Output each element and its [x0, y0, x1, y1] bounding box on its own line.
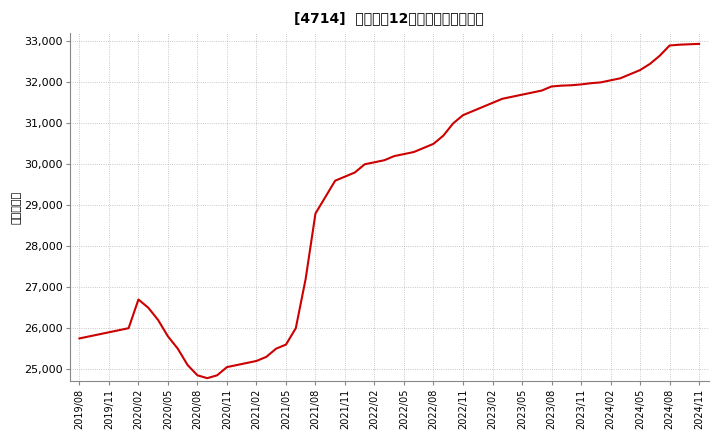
Y-axis label: （百万円）: （百万円） — [11, 191, 21, 224]
Title: [4714]  売上高の12か月移動合計の推移: [4714] 売上高の12か月移動合計の推移 — [294, 11, 484, 25]
